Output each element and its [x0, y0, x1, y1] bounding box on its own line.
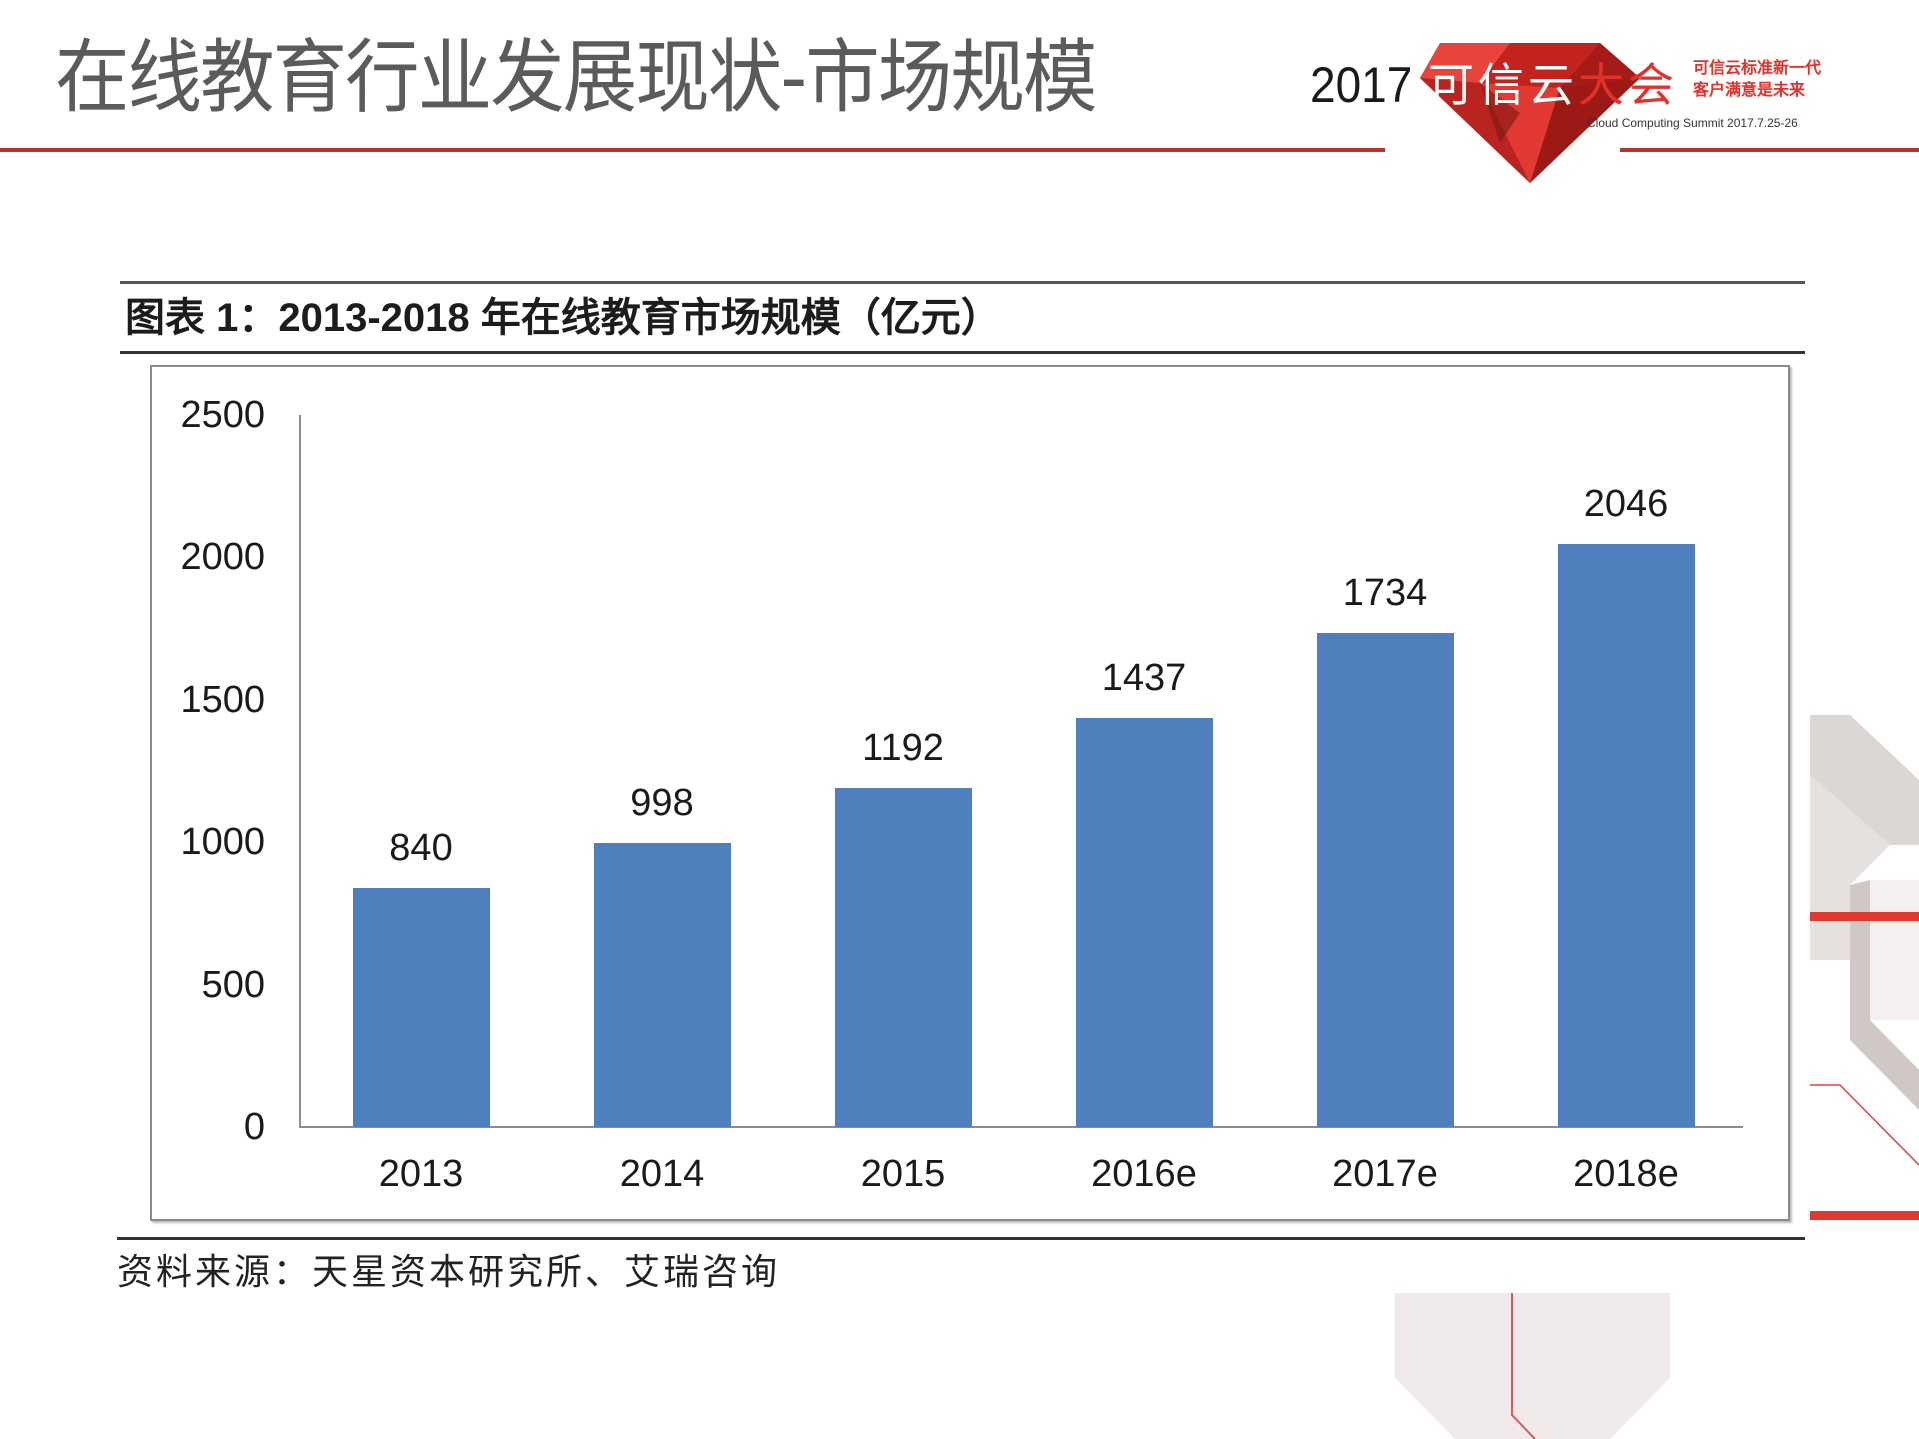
red-diamond-icon: [1420, 43, 1640, 183]
x-tick-label: 2014: [619, 1153, 705, 1195]
bar-2015: [834, 787, 972, 1127]
logo-name: 可信云大会: [1428, 55, 1678, 115]
x-axis: [299, 1126, 1743, 1128]
y-tick-label: 1000: [180, 821, 265, 864]
y-tick-label: 1500: [180, 678, 265, 721]
caption-rule-bottom: [120, 351, 1805, 354]
header-rule-right: [1620, 148, 1919, 152]
bar-2017e: [1316, 633, 1454, 1127]
bar-value-label: 1192: [862, 726, 944, 769]
header-rule-left: [0, 148, 1385, 152]
caption-rule-top: [120, 281, 1805, 284]
logo-tagline-line1: 可信云标准新一代: [1693, 58, 1822, 77]
decorative-hexagon-icon: [1395, 1293, 1670, 1439]
bar-value-label: 1437: [1101, 656, 1187, 699]
bar-value-label: 840: [389, 826, 453, 869]
y-tick-label: 2500: [180, 394, 265, 436]
source-rule: [117, 1237, 1805, 1240]
bar-2016e: [1075, 717, 1213, 1127]
event-logo: 2017 可信云大会 可信云标准新一代 客户满意是未来 Cloud Comput…: [1300, 35, 1860, 185]
bar-2018e: [1557, 544, 1695, 1127]
figure-source: 资料来源：天星资本研究所、艾瑞咨询: [117, 1252, 781, 1293]
bar-value-label: 2046: [1583, 483, 1669, 526]
x-tick-label: 2013: [378, 1153, 464, 1195]
slide-title: 在线教育行业发展现状-市场规模: [55, 31, 1097, 124]
x-tick-label: 2017e: [1332, 1153, 1438, 1195]
logo-year: 2017: [1310, 57, 1413, 113]
y-axis: [299, 415, 301, 1128]
logo-tagline: 可信云标准新一代 客户满意是未来: [1693, 57, 1821, 101]
logo-tagline-line2: 客户满意是未来: [1693, 80, 1806, 99]
bar-value-label: 1734: [1342, 572, 1428, 615]
bar-2014: [593, 842, 731, 1127]
x-tick-label: 2016e: [1091, 1153, 1197, 1195]
logo-subtitle: Cloud Computing Summit 2017.7.25-26: [1587, 116, 1798, 130]
bar-value-label: 998: [630, 781, 694, 824]
x-tick-label: 2015: [860, 1153, 946, 1195]
y-tick-label: 2000: [180, 536, 265, 579]
y-tick-label: 500: [201, 963, 265, 1006]
decorative-shapes-icon: [1810, 715, 1919, 1220]
logo-name-red: 大会: [1578, 58, 1678, 112]
logo-name-white: 可信云: [1428, 58, 1578, 112]
bar-2013: [352, 887, 490, 1127]
figure-caption: 图表 1：2013-2018 年在线教育市场规模（亿元）: [125, 296, 1001, 340]
x-tick-label: 2018e: [1573, 1153, 1679, 1195]
y-tick-label: 0: [243, 1106, 265, 1148]
